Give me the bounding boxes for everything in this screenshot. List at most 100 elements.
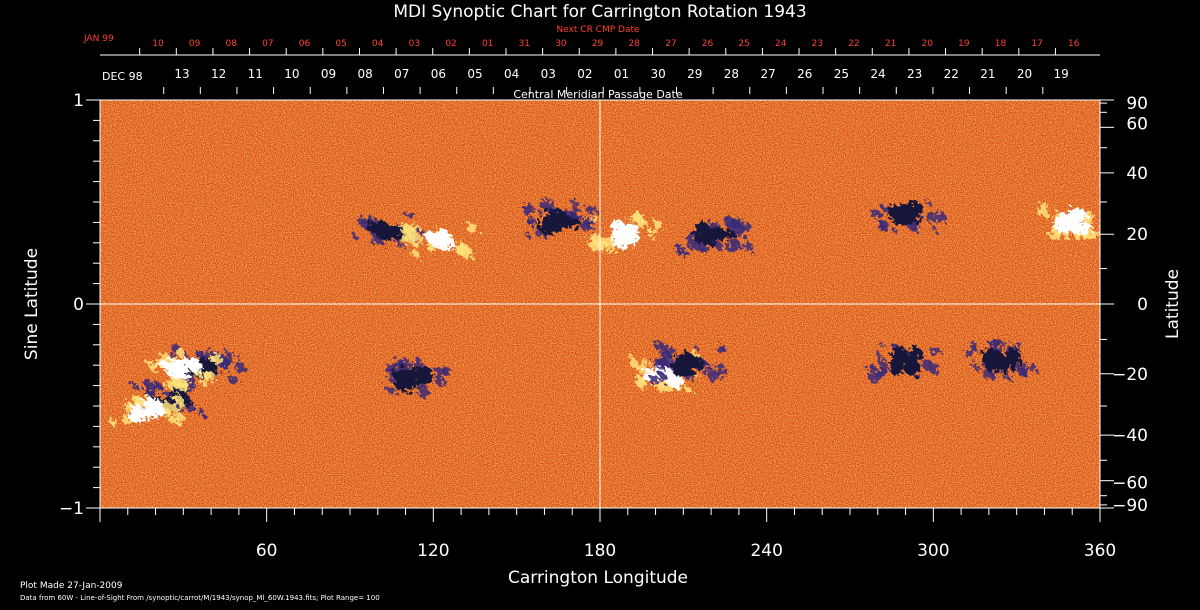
next-axis: 10 09 08 07 06 05 04 03 02 01 31 30 29 28 27 26 25 24 23 22… [139, 39, 1080, 55]
y-axis-right-label: Latitude [1163, 269, 1183, 339]
next-axis-date: 19 [958, 39, 970, 49]
flux-core [411, 365, 433, 379]
y-right-tick-label: −40 [1112, 426, 1148, 446]
flux-speckle [145, 388, 151, 393]
y-right-tick-label: 60 [1126, 114, 1148, 134]
flux-core [900, 205, 923, 217]
top-axis-date: 26 [797, 67, 812, 81]
top-axis-date: 05 [467, 67, 482, 81]
flux-core [152, 399, 164, 413]
flux-speckle [685, 386, 693, 394]
flux-speckle [1040, 201, 1048, 210]
flux-speckle [153, 384, 159, 390]
flux-speckle [629, 354, 634, 360]
flux-speckle [1086, 217, 1093, 225]
flux-speckle [964, 349, 973, 358]
top-axis-date: 29 [687, 67, 702, 81]
flux-speckle [221, 360, 231, 370]
flux-speckle [932, 226, 937, 232]
flux-core [178, 357, 196, 369]
flux-core [545, 209, 567, 219]
flux-speckle [877, 357, 887, 366]
flux-speckle [235, 362, 246, 374]
flux-speckle [648, 362, 653, 367]
flux-speckle [715, 242, 724, 251]
next-axis-date: 29 [592, 39, 604, 49]
flux-speckle [174, 392, 181, 398]
y-right-tick-label: −90 [1112, 496, 1148, 516]
flux-speckle [998, 339, 1004, 345]
active-regions [110, 198, 1100, 427]
flux-speckle [405, 211, 412, 219]
flux-speckle [465, 247, 473, 254]
flux-speckle [176, 348, 185, 357]
flux-speckle [201, 352, 207, 358]
flux-speckle [435, 376, 446, 387]
flux-speckle [383, 385, 389, 391]
x-tick-label: 300 [917, 541, 949, 561]
top-axis-date: 09 [321, 67, 336, 81]
flux-speckle [881, 204, 891, 213]
top-axis-date: 04 [504, 67, 519, 81]
top-axis-date: 12 [211, 67, 226, 81]
flux-speckle [456, 244, 468, 255]
next-axis-date: 18 [995, 39, 1007, 49]
top-axis-date: 10 [284, 67, 299, 81]
next-axis-date: 16 [1068, 39, 1080, 49]
flux-speckle [161, 382, 166, 387]
flux-speckle [1016, 342, 1023, 349]
x-tick-label: 60 [256, 541, 278, 561]
top-axis-date: 30 [651, 67, 666, 81]
flux-core [985, 356, 997, 373]
flux-speckle [653, 219, 663, 230]
flux-speckle [1002, 371, 1012, 380]
x-tick-label: 360 [1084, 541, 1116, 561]
top-axis-date: 28 [724, 67, 739, 81]
flux-speckle [973, 363, 980, 371]
next-axis-date: 07 [262, 39, 273, 49]
flux-speckle [650, 228, 658, 236]
top-axis-date: 02 [577, 67, 592, 81]
flux-speckle [935, 211, 947, 223]
top-axis-date: 20 [1017, 67, 1032, 81]
next-axis-start-label: JAN 99 [83, 34, 114, 44]
flux-speckle [411, 223, 420, 233]
data-note-label: Data from 60W - Line-of-Sight From /syno… [20, 594, 380, 602]
flux-speckle [878, 220, 889, 231]
top-axis-date: 27 [760, 67, 775, 81]
next-axis-date: 22 [848, 39, 859, 49]
y-axis-left: 1 0 −1 [59, 91, 100, 519]
next-axis-label: Next CR CMP Date [556, 25, 640, 35]
flux-speckle [183, 352, 189, 357]
flux-speckle [167, 415, 174, 422]
y-right-tick-label: −20 [1112, 365, 1148, 385]
top-axis-date: 06 [431, 67, 446, 81]
next-axis-date: 01 [482, 39, 493, 49]
flux-speckle [663, 345, 676, 358]
flux-core [1009, 346, 1020, 359]
flux-core [1068, 222, 1093, 234]
next-axis-date: 27 [665, 39, 676, 49]
flux-speckle [726, 219, 739, 231]
flux-core [909, 346, 922, 363]
top-axis-date: 24 [870, 67, 885, 81]
flux-speckle [467, 223, 478, 234]
top-axis: 13 12 11 10 09 08 07 06 05 04 03 02 01 30 29 28 27 26 25 24… [163, 67, 1069, 94]
flux-speckle [426, 391, 431, 396]
next-axis-date: 25 [738, 39, 749, 49]
next-axis-date: 03 [409, 39, 420, 49]
flux-speckle [524, 231, 530, 237]
flux-speckle [186, 379, 191, 385]
top-axis-date: 22 [944, 67, 959, 81]
top-axis-date: 01 [614, 67, 629, 81]
next-axis-date: 30 [555, 39, 567, 49]
flux-speckle [400, 234, 410, 244]
flux-speckle [228, 375, 238, 385]
flux-speckle [1091, 230, 1099, 238]
flux-core [888, 358, 904, 376]
x-tick-label: 120 [417, 541, 449, 561]
flux-core [552, 215, 573, 226]
flux-speckle [1037, 207, 1047, 217]
next-axis-date: 04 [372, 39, 384, 49]
next-axis-date: 17 [1031, 39, 1042, 49]
